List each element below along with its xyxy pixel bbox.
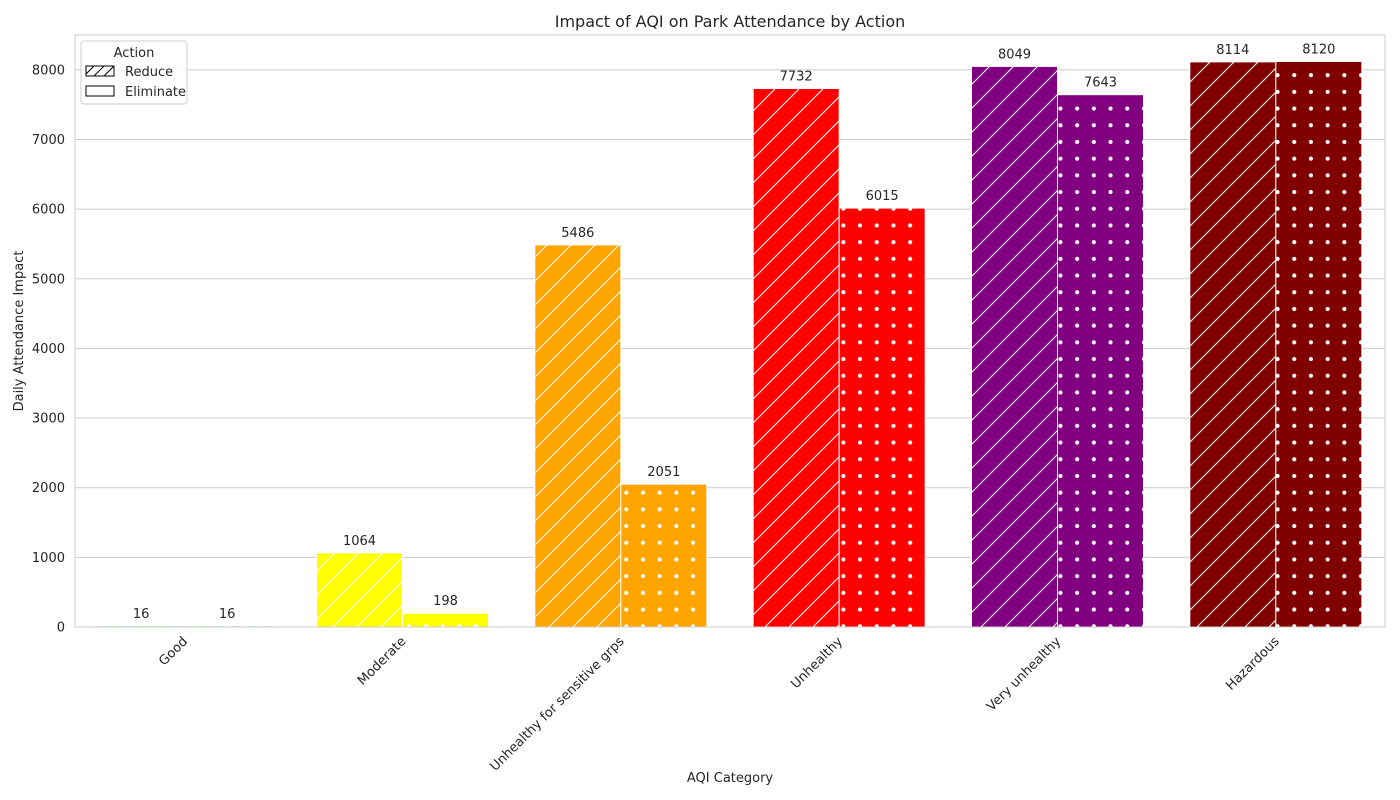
data-label-reduce-unhealthy: 7732 xyxy=(780,69,813,84)
x-tick-label-moderate: Moderate xyxy=(355,634,409,688)
bar-eliminate-moderate xyxy=(402,612,489,628)
data-label-eliminate-good: 16 xyxy=(219,607,236,622)
data-label-reduce-hazardous: 8114 xyxy=(1216,43,1249,58)
bar-reduce-hazardous xyxy=(1189,61,1277,628)
data-labels: 16 16 1064 198 5486 2051 7732 6015 8049 7643 8114 8… xyxy=(133,42,1335,621)
data-label-eliminate-moderate: 198 xyxy=(433,594,458,609)
bar-reduce-unhealthy-for-sensitive-grps xyxy=(534,244,622,628)
grid-lines xyxy=(75,69,1385,628)
chart-title: Impact of AQI on Park Attendance by Acti… xyxy=(555,12,906,31)
data-label-eliminate-hazardous: 8120 xyxy=(1302,42,1335,57)
legend: Action Reduce Eliminate xyxy=(80,40,188,105)
legend-swatch-reduce xyxy=(85,65,115,77)
y-tick-label-1000: 1000 xyxy=(32,551,65,566)
y-tick-labels: 0 1000 2000 3000 4000 5000 6000 7000 8000 xyxy=(32,63,65,635)
x-axis-title: AQI Category xyxy=(687,771,774,786)
y-axis-title: Daily Attendance Impact xyxy=(12,251,27,412)
x-tick-labels: Good Moderate Unhealthy for sensitive grps… xyxy=(156,634,1283,774)
bar-eliminate-unhealthy-for-sensitive-grps xyxy=(620,483,708,628)
x-tick-label-hazardous: Hazardous xyxy=(1223,634,1282,693)
bar-eliminate-very-unhealthy xyxy=(1057,94,1144,628)
y-tick-label-2000: 2000 xyxy=(32,481,65,496)
x-tick-label-unhealthy: Unhealthy xyxy=(788,634,846,692)
y-tick-label-7000: 7000 xyxy=(32,133,65,148)
bar-eliminate-hazardous xyxy=(1275,60,1363,628)
bars xyxy=(97,60,1363,628)
y-tick-label-8000: 8000 xyxy=(32,63,65,78)
y-tick-label-4000: 4000 xyxy=(32,342,65,357)
data-label-reduce-very-unhealthy: 8049 xyxy=(998,47,1031,62)
y-tick-label-5000: 5000 xyxy=(32,272,65,287)
legend-label-eliminate: Eliminate xyxy=(125,85,186,100)
bar-reduce-very-unhealthy xyxy=(971,65,1058,628)
data-label-eliminate-unhealthy: 6015 xyxy=(866,189,899,204)
bar-reduce-unhealthy xyxy=(752,87,840,628)
y-tick-label-6000: 6000 xyxy=(32,203,65,218)
y-tick-label-0: 0 xyxy=(57,621,65,636)
y-tick-label-3000: 3000 xyxy=(32,412,65,427)
x-tick-label-unhealthy-for-sensitive-grps: Unhealthy for sensitive grps xyxy=(487,634,627,774)
data-label-reduce-moderate: 1064 xyxy=(343,534,376,549)
x-tick-label-very-unhealthy: Very unhealthy xyxy=(984,634,1064,714)
legend-title: Action xyxy=(114,46,155,61)
bar-reduce-moderate xyxy=(316,552,403,628)
plot-frame xyxy=(74,34,1386,628)
data-label-eliminate-unhealthy-for-sensitive-grps: 2051 xyxy=(647,465,680,480)
data-label-reduce-unhealthy-for-sensitive-grps: 5486 xyxy=(561,226,594,241)
bar-eliminate-unhealthy xyxy=(838,207,926,628)
data-label-reduce-good: 16 xyxy=(133,607,150,622)
legend-swatch-eliminate xyxy=(85,85,115,97)
legend-label-reduce: Reduce xyxy=(125,65,173,80)
data-label-eliminate-very-unhealthy: 7643 xyxy=(1084,76,1117,91)
x-tick-label-good: Good xyxy=(156,634,191,669)
